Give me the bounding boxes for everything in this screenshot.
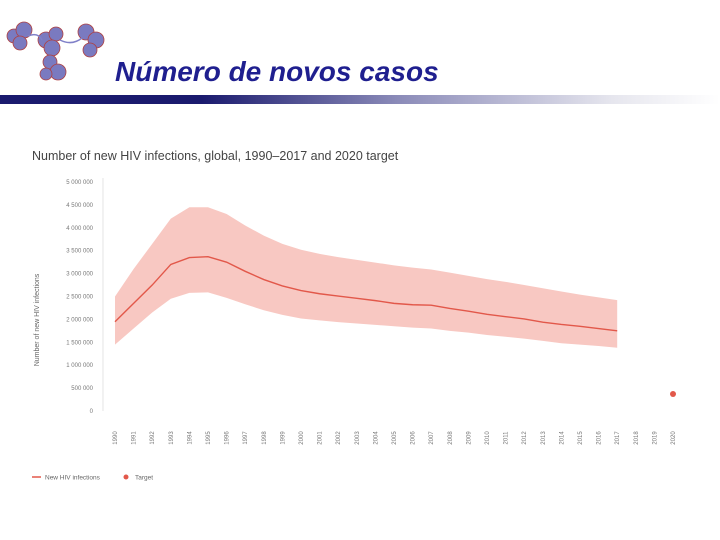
x-tick-label: 2004 — [373, 431, 379, 445]
y-tick-label: 4 000 000 — [66, 226, 93, 232]
x-tick-label: 2003 — [355, 431, 361, 445]
x-tick-label: 2018 — [634, 431, 640, 445]
title-divider — [0, 95, 720, 104]
x-tick-label: 2015 — [578, 431, 584, 445]
x-tick-label: 2020 — [671, 431, 677, 445]
molecule-logo-icon — [6, 21, 105, 81]
y-tick-label: 500 000 — [71, 386, 93, 392]
y-tick-label: 3 500 000 — [66, 249, 93, 255]
uncertainty-band — [115, 207, 618, 348]
y-tick-label: 2 500 000 — [66, 295, 93, 301]
x-tick-label: 2009 — [466, 431, 472, 445]
legend-label-target: Target — [135, 475, 153, 482]
x-tick-label: 2016 — [597, 431, 603, 445]
x-tick-label: 2019 — [652, 431, 658, 445]
y-tick-label: 1 000 000 — [66, 363, 93, 369]
slide-title: Número de novos casos — [115, 56, 439, 87]
x-tick-label: 1996 — [225, 431, 231, 445]
x-tick-label: 2008 — [448, 431, 454, 445]
x-tick-label: 2017 — [615, 431, 621, 445]
y-tick-labels: 5 000 000 4 500 000 4 000 000 3 500 000 3 00… — [66, 180, 93, 415]
y-tick-label: 2 000 000 — [66, 317, 93, 323]
x-tick-label: 2000 — [299, 431, 305, 445]
x-tick-label: 1992 — [150, 431, 156, 445]
legend-label-new-infections: New HIV infections — [45, 475, 101, 482]
x-tick-label: 1994 — [187, 431, 193, 445]
x-tick-label: 1999 — [280, 431, 286, 445]
chart-title: Number of new HIV infections, global, 19… — [32, 149, 399, 163]
legend-swatch-target — [123, 474, 129, 480]
x-tick-label: 2001 — [318, 431, 324, 445]
x-tick-label: 1995 — [206, 431, 212, 445]
x-tick-label: 1993 — [169, 431, 175, 445]
x-tick-label: 1990 — [113, 431, 119, 445]
y-tick-label: 4 500 000 — [66, 203, 93, 209]
y-tick-label: 0 — [90, 409, 94, 415]
x-tick-label: 2011 — [504, 431, 510, 445]
series-line-new-infections — [114, 255, 618, 332]
plot-area — [114, 207, 676, 398]
x-tick-label: 2005 — [392, 431, 398, 445]
x-tick-label: 2010 — [485, 431, 491, 445]
x-tick-label: 1997 — [243, 431, 249, 445]
y-axis-title: Number of new HIV infections — [34, 273, 41, 366]
x-tick-label: 1998 — [262, 431, 268, 445]
x-tick-label: 2007 — [429, 431, 435, 445]
x-tick-label: 2002 — [336, 431, 342, 445]
x-tick-label: 2012 — [522, 431, 528, 445]
x-tick-label: 2013 — [541, 431, 547, 445]
x-tick-label: 2014 — [559, 431, 565, 445]
y-tick-label: 1 500 000 — [66, 340, 93, 346]
x-tick-label: 1991 — [132, 431, 138, 445]
target-point — [670, 391, 676, 398]
legend: New HIV infections Target — [32, 474, 153, 482]
y-tick-label: 5 000 000 — [66, 180, 93, 186]
y-tick-label: 3 000 000 — [66, 272, 93, 278]
x-tick-labels: 1990 1991 1992 1993 1994 1995 1996 1997 1998 1999… — [113, 431, 677, 445]
x-tick-label: 2006 — [411, 431, 417, 445]
hiv-infections-chart: Number of new HIV infections, global, 19… — [32, 149, 677, 482]
